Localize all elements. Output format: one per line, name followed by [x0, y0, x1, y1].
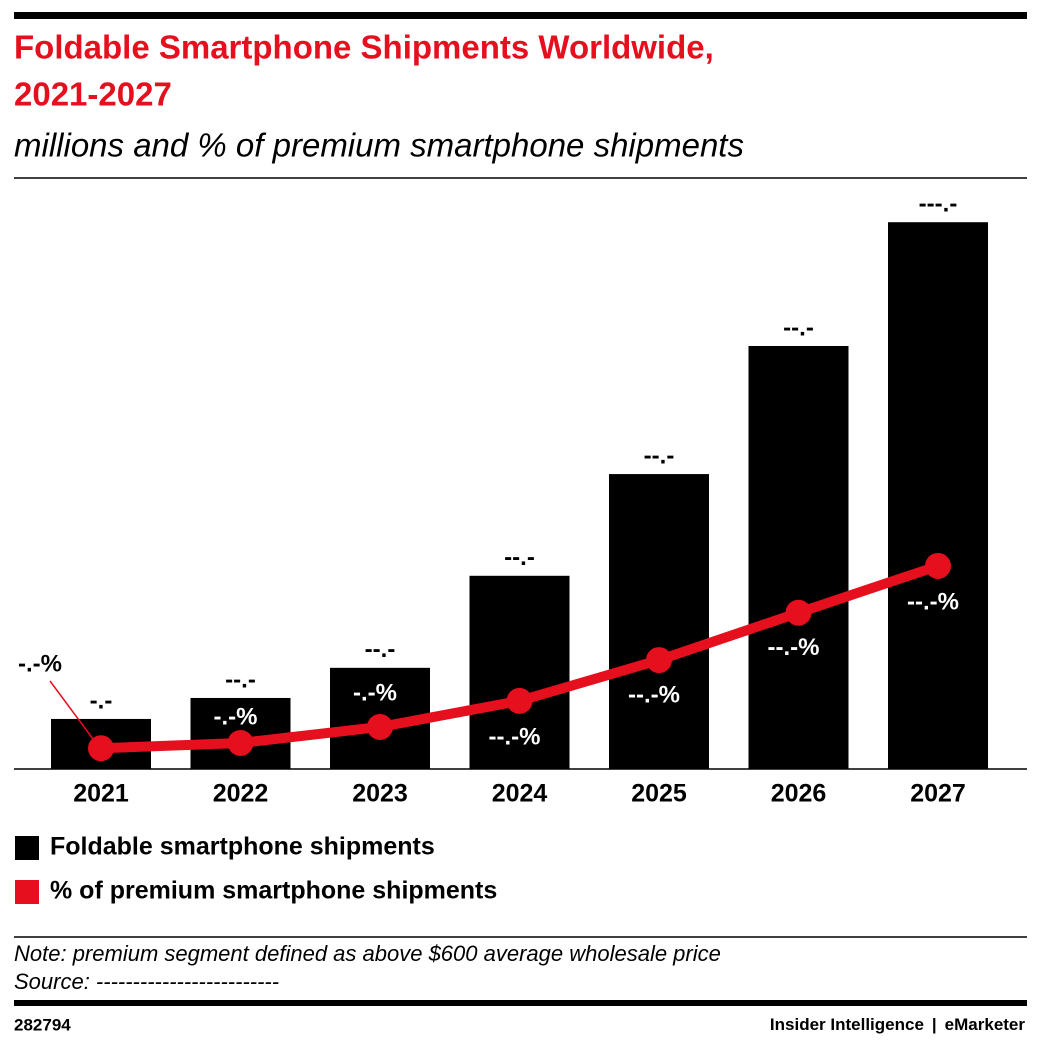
- legend-swatch: [15, 836, 39, 860]
- chart-id: 282794: [14, 1015, 71, 1034]
- legend-label: % of premium smartphone shipments: [50, 877, 497, 905]
- legend-label: Foldable smartphone shipments: [50, 833, 435, 861]
- chart-title: 2021-2027: [14, 76, 172, 113]
- bar-value-label: --.-: [783, 314, 814, 341]
- line-value-label: --.-%: [907, 588, 959, 615]
- line-value-label: --.-%: [628, 681, 680, 708]
- line-value-label: -.-%: [353, 679, 397, 706]
- chart-title: Foldable Smartphone Shipments Worldwide,: [14, 29, 714, 66]
- x-tick-label: 2021: [73, 780, 129, 808]
- x-tick-label: 2026: [771, 780, 827, 808]
- bar-value-label: --.-: [504, 544, 535, 571]
- brand-part: |: [932, 1015, 937, 1034]
- x-tick-label: 2025: [631, 780, 687, 808]
- chart-subtitle: millions and % of premium smartphone shi…: [14, 127, 744, 164]
- line-value-label: --.-%: [768, 634, 820, 661]
- line-point: [506, 687, 533, 714]
- bar-value-label: -.-: [90, 687, 113, 714]
- line-point: [367, 713, 393, 740]
- line-point: [88, 735, 114, 762]
- leader-line: [49, 680, 98, 745]
- x-tick-label: 2027: [910, 780, 966, 808]
- bar: [888, 222, 988, 769]
- bar: [748, 345, 849, 769]
- bar: [609, 474, 709, 769]
- x-tick-label: 2024: [492, 780, 548, 808]
- bar-value-label: ---.-: [919, 191, 958, 218]
- note: Note: premium segment defined as above $…: [14, 941, 721, 966]
- line-value-label: -.-%: [214, 703, 258, 730]
- line-point: [785, 599, 812, 626]
- brand: Insider Intelligence | eMarketer: [770, 1015, 1025, 1034]
- source: Source: -------------------------: [14, 969, 279, 994]
- bar: [469, 575, 570, 769]
- bar-value-label: --.-: [644, 442, 675, 469]
- line-point: [227, 729, 254, 756]
- line-value-label: --.-%: [489, 723, 541, 750]
- legend-swatch: [15, 880, 39, 904]
- x-tick-label: 2023: [352, 780, 408, 808]
- line-value-label: -.-%: [18, 650, 62, 677]
- top-rule: [14, 12, 1027, 19]
- bottom-rule: [14, 1000, 1027, 1006]
- brand-part: Insider Intelligence: [770, 1015, 924, 1034]
- line-point: [646, 647, 672, 674]
- bar-value-label: --.-: [365, 636, 396, 663]
- brand-part: eMarketer: [945, 1015, 1026, 1034]
- bar-value-label: --.-: [225, 666, 256, 693]
- x-tick-label: 2022: [213, 780, 269, 808]
- line-point: [925, 552, 951, 579]
